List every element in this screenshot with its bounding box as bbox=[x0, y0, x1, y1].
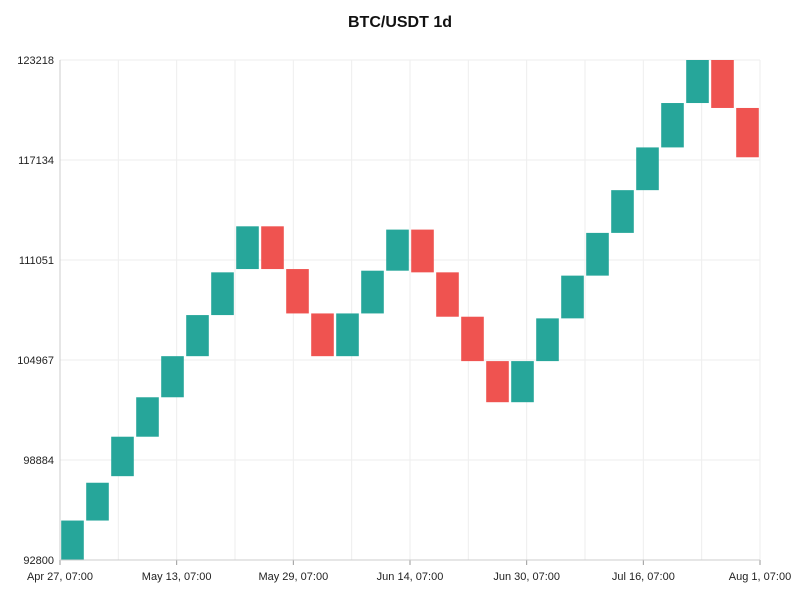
brick-up bbox=[636, 147, 659, 191]
brick-up bbox=[511, 361, 534, 403]
y-tick-label: 123218 bbox=[17, 55, 54, 67]
brick-up bbox=[611, 190, 634, 233]
brick-down bbox=[711, 60, 734, 108]
brick-up bbox=[136, 397, 159, 437]
brick-up bbox=[386, 229, 409, 271]
x-tick-label: May 29, 07:00 bbox=[258, 571, 328, 583]
x-tick-label: Jun 14, 07:00 bbox=[377, 571, 444, 583]
x-tick-label: Aug 1, 07:00 bbox=[729, 571, 791, 583]
brick-down bbox=[261, 226, 284, 270]
brick-down bbox=[411, 229, 434, 273]
x-tick-label: May 13, 07:00 bbox=[142, 571, 212, 583]
grid-layer bbox=[60, 59, 761, 561]
brick-up bbox=[186, 315, 209, 357]
brick-down bbox=[486, 361, 509, 403]
brick-up bbox=[586, 232, 609, 276]
brick-down bbox=[461, 316, 484, 362]
x-tick-label: Apr 27, 07:00 bbox=[27, 571, 93, 583]
brick-up bbox=[561, 275, 584, 319]
brick-up bbox=[161, 356, 184, 398]
brick-up bbox=[536, 318, 559, 362]
brick-down bbox=[436, 272, 459, 317]
x-tick-label: Jun 30, 07:00 bbox=[493, 571, 560, 583]
y-tick-label: 98884 bbox=[23, 455, 54, 467]
y-tick-label: 92800 bbox=[23, 555, 54, 567]
brick-up bbox=[361, 270, 384, 314]
brick-down bbox=[736, 107, 759, 158]
brick-up bbox=[211, 272, 234, 316]
brick-up bbox=[236, 226, 259, 270]
y-tick-label: 117134 bbox=[18, 155, 54, 167]
brick-up bbox=[661, 103, 684, 148]
brick-up bbox=[336, 313, 359, 357]
brick-layer bbox=[61, 60, 759, 560]
brick-up bbox=[111, 436, 134, 477]
y-tick-label: 104967 bbox=[17, 355, 54, 367]
axis-layer: 92800 98884 104967 111051 117134 123218 Apr 27… bbox=[17, 55, 791, 583]
brick-up bbox=[86, 482, 109, 521]
brick-down bbox=[311, 313, 334, 357]
brick-up bbox=[61, 520, 84, 560]
y-tick-label: 111051 bbox=[19, 255, 54, 267]
brick-down bbox=[286, 269, 309, 314]
x-tick-label: Jul 16, 07:00 bbox=[612, 571, 675, 583]
chart-title: BTC/USDT 1d bbox=[348, 14, 452, 31]
brick-up bbox=[686, 60, 709, 104]
